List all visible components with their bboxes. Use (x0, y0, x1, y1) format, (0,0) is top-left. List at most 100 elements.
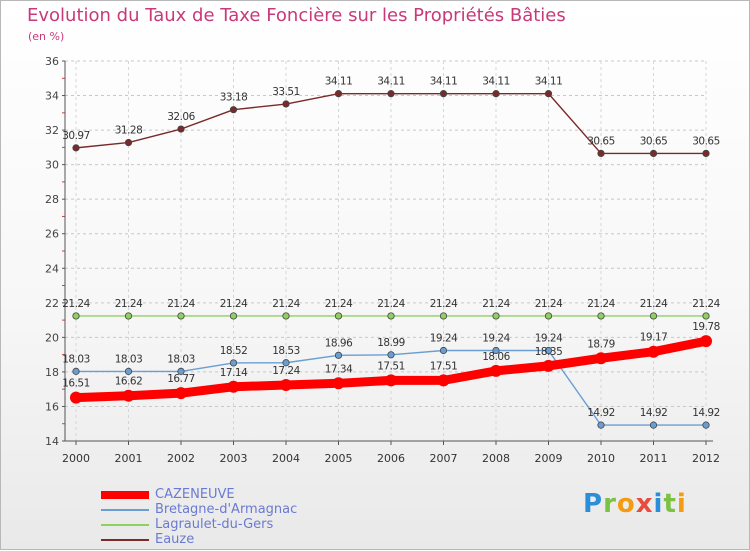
data-point-cazeneuve (647, 345, 660, 358)
data-label-eauze: 34.11 (482, 76, 510, 88)
y-tick-label: 30 (45, 159, 59, 172)
data-point-cazeneuve (385, 374, 397, 387)
legend-swatch (101, 491, 149, 499)
data-label-cazeneuve: 18.35 (535, 346, 563, 358)
y-tick-label: 22 (45, 297, 59, 310)
data-point-eauze (124, 138, 133, 147)
data-point-cazeneuve (700, 335, 712, 348)
data-point-eauze (72, 144, 80, 152)
logo-letter: P (583, 489, 604, 519)
legend-swatch (101, 539, 149, 541)
data-label-cazeneuve: 17.24 (272, 365, 300, 377)
legend: CAZENEUVE Bretagne-d'Armagnac Lagraulet-du… (101, 487, 401, 547)
data-point-bretagne-d-armagnac (492, 346, 500, 355)
y-tick-label: 32 (45, 124, 59, 137)
data-label-bretagne-d-armagnac: 18.03 (115, 353, 143, 365)
x-tick-label: 2001 (115, 452, 143, 465)
data-label-cazeneuve: 17.51 (430, 360, 458, 372)
data-label-cazeneuve: 17.14 (220, 367, 248, 379)
data-point-eauze (597, 149, 605, 158)
data-point-cazeneuve (490, 364, 502, 377)
data-point-lagraulet-du-gers (649, 312, 658, 320)
y-tick-label: 16 (45, 400, 59, 413)
data-label-eauze: 30.65 (692, 135, 720, 147)
x-tick-label: 2002 (167, 452, 195, 465)
data-label-bretagne-d-armagnac: 19.24 (535, 332, 563, 344)
data-point-cazeneuve (437, 374, 450, 387)
data-label-cazeneuve: 18.79 (587, 338, 615, 350)
data-label-cazeneuve: 17.34 (325, 363, 353, 375)
data-point-bretagne-d-armagnac (282, 359, 290, 367)
data-label-lagraulet-du-gers: 21.24 (692, 298, 720, 310)
legend-item: CAZENEUVE (101, 487, 401, 502)
y-tick-label: 20 (45, 331, 59, 344)
data-point-eauze (439, 90, 448, 98)
data-label-lagraulet-du-gers: 21.24 (377, 298, 405, 310)
data-label-bretagne-d-armagnac: 14.92 (587, 407, 615, 419)
legend-label: Eauze (155, 532, 195, 547)
legend-swatch (101, 509, 149, 511)
x-tick-label: 2011 (640, 452, 668, 465)
x-tick-label: 2008 (482, 452, 510, 465)
data-label-eauze: 30.65 (587, 135, 615, 147)
data-label-bretagne-d-armagnac: 18.03 (167, 353, 195, 365)
chart-title: Evolution du Taux de Taxe Foncière sur l… (27, 5, 566, 26)
data-label-cazeneuve: 18.06 (482, 351, 510, 363)
data-label-cazeneuve: 19.17 (640, 332, 668, 344)
data-label-lagraulet-du-gers: 21.24 (640, 298, 668, 310)
y-tick-label: 28 (45, 193, 59, 206)
data-point-bretagne-d-armagnac (72, 367, 80, 375)
data-label-cazeneuve: 19.78 (692, 321, 720, 333)
logo-letter: i (676, 489, 687, 519)
logo-letter: o (616, 489, 636, 519)
data-label-eauze: 34.11 (377, 76, 405, 88)
y-tick-label: 34 (45, 90, 59, 103)
data-point-bretagne-d-armagnac (124, 367, 133, 375)
data-label-cazeneuve: 16.51 (62, 378, 90, 390)
x-tick-label: 2010 (587, 452, 615, 465)
legend-item: Eauze (101, 532, 401, 547)
data-point-bretagne-d-armagnac (649, 421, 658, 429)
data-point-lagraulet-du-gers (702, 312, 710, 320)
data-point-cazeneuve (332, 377, 345, 390)
data-point-lagraulet-du-gers (597, 312, 605, 320)
data-label-lagraulet-du-gers: 21.24 (430, 298, 458, 310)
data-point-eauze (229, 106, 238, 114)
data-point-cazeneuve (595, 352, 607, 365)
x-tick-label: 2012 (692, 452, 720, 465)
logo-letter: r (603, 489, 617, 519)
data-label-lagraulet-du-gers: 21.24 (272, 298, 300, 310)
data-label-bretagne-d-armagnac: 19.24 (482, 332, 510, 344)
y-tick-label: 14 (45, 435, 59, 448)
chart-subtitle: (en %) (28, 30, 65, 43)
data-point-lagraulet-du-gers (492, 312, 500, 320)
logo-letter: x (635, 489, 654, 519)
legend-item: Bretagne-d'Armagnac (101, 502, 401, 517)
data-point-eauze (387, 90, 395, 98)
data-label-lagraulet-du-gers: 21.24 (587, 298, 615, 310)
data-label-eauze: 33.51 (272, 86, 300, 98)
data-point-bretagne-d-armagnac (702, 421, 710, 429)
data-label-bretagne-d-armagnac: 14.92 (640, 407, 668, 419)
data-point-cazeneuve (542, 359, 555, 372)
data-label-bretagne-d-armagnac: 18.53 (272, 345, 300, 357)
data-label-eauze: 31.28 (115, 125, 143, 137)
data-point-bretagne-d-armagnac (597, 421, 605, 429)
data-label-bretagne-d-armagnac: 18.03 (62, 353, 90, 365)
data-point-cazeneuve (175, 387, 187, 400)
y-tick-label: 36 (45, 55, 59, 68)
x-tick-label: 2007 (430, 452, 458, 465)
data-label-cazeneuve: 17.51 (377, 360, 405, 372)
x-tick-label: 2006 (377, 452, 405, 465)
data-label-eauze: 34.11 (325, 76, 353, 88)
data-label-eauze: 34.11 (535, 76, 563, 88)
legend-label: Lagraulet-du-Gers (155, 517, 274, 532)
legend-label: Bretagne-d'Armagnac (155, 502, 298, 517)
legend-label: CAZENEUVE (155, 487, 235, 502)
data-point-lagraulet-du-gers (72, 312, 80, 320)
data-label-bretagne-d-armagnac: 18.52 (220, 345, 248, 357)
data-point-lagraulet-du-gers (439, 312, 448, 320)
data-point-cazeneuve (280, 379, 292, 392)
